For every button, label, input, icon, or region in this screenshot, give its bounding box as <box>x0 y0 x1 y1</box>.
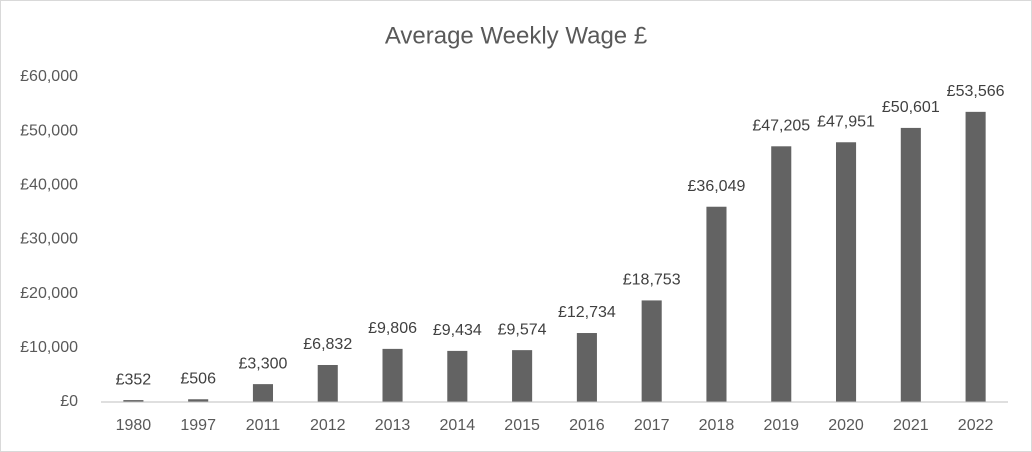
y-tick-label: £60,000 <box>20 68 78 85</box>
bar <box>641 300 662 402</box>
value-label: £6,832 <box>303 336 352 353</box>
bar <box>900 127 921 402</box>
bar <box>512 350 533 402</box>
value-label: £50,601 <box>882 99 940 116</box>
bar <box>835 142 857 402</box>
x-tick-label: 2021 <box>893 417 929 434</box>
value-label: £352 <box>116 371 152 388</box>
value-label: £53,566 <box>947 83 1005 100</box>
x-tick-label: 2012 <box>310 417 346 434</box>
y-tick-label: £30,000 <box>20 231 78 248</box>
y-tick-label: £20,000 <box>20 285 78 302</box>
bar <box>123 400 144 402</box>
value-label: £47,205 <box>752 118 810 135</box>
y-tick-label: £40,000 <box>20 177 78 194</box>
bar <box>576 333 597 402</box>
bar <box>252 384 274 402</box>
y-tick-label: £0 <box>60 393 78 410</box>
value-label: £9,806 <box>368 320 417 337</box>
value-label: £12,734 <box>558 304 616 321</box>
bar <box>965 111 986 402</box>
value-label: £47,951 <box>817 113 875 130</box>
x-tick-label: 2015 <box>504 417 540 434</box>
x-tick-label: 2014 <box>440 417 476 434</box>
bar <box>188 399 209 402</box>
bar <box>317 364 338 402</box>
x-tick-label: 2019 <box>763 417 799 434</box>
x-tick-label: 2011 <box>246 417 281 434</box>
value-label: £36,049 <box>688 178 746 195</box>
value-label: £3,300 <box>238 355 287 372</box>
chart-title: Average Weekly Wage £ <box>385 22 647 49</box>
value-label: £18,753 <box>623 272 681 289</box>
x-tick-label: 1980 <box>116 417 152 434</box>
x-tick-label: 2017 <box>634 417 670 434</box>
value-label: £9,434 <box>433 322 482 339</box>
value-label: £9,574 <box>498 321 547 338</box>
x-tick-label: 2013 <box>375 417 411 434</box>
y-tick-label: £10,000 <box>20 339 78 356</box>
bar <box>382 348 403 402</box>
x-tick-label: 2022 <box>958 417 994 434</box>
bar <box>771 146 792 402</box>
x-tick-label: 2016 <box>569 417 605 434</box>
x-tick-label: 2018 <box>699 417 735 434</box>
x-tick-label: 1997 <box>180 417 216 434</box>
value-label: £506 <box>180 370 216 387</box>
bar <box>706 206 727 402</box>
bar <box>447 350 468 402</box>
y-tick-label: £50,000 <box>20 122 78 139</box>
x-tick-label: 2020 <box>828 417 864 434</box>
